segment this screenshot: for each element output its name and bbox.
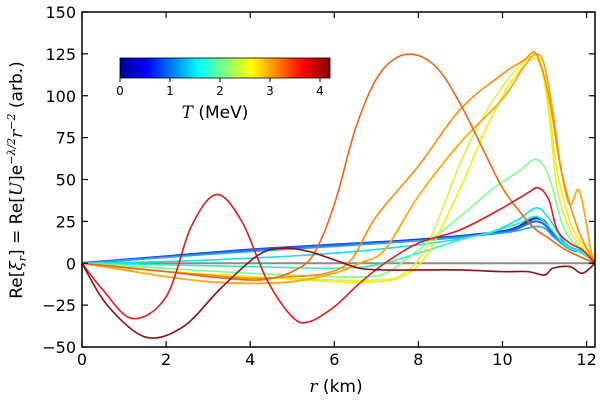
x-tick-label: 8 [413, 350, 423, 369]
series-line-7 [82, 56, 595, 284]
colorbar-tick-label: 1 [166, 84, 174, 98]
series-line-8 [82, 52, 595, 285]
y-tick-label: 150 [45, 3, 76, 22]
y-axis: −50 −25 0 25 50 75 100 125 150 [42, 3, 595, 357]
series-line-3 [82, 207, 595, 265]
colorbar-tick-label: 0 [116, 84, 124, 98]
y-tick-label: −50 [42, 338, 76, 357]
colorbar-ticks: 0 1 2 3 4 [116, 78, 324, 98]
x-tick-label: 12 [576, 350, 596, 369]
y-axis-label: Re[ξr] = Re[U]e−λ/2r−2 (arb.) [5, 61, 29, 299]
x-axis: 0 2 4 6 8 10 12 [77, 12, 597, 369]
x-axis-label: r (km) [309, 377, 362, 397]
series-group [82, 51, 595, 339]
series-line-5 [82, 158, 595, 278]
y-tick-label: 0 [66, 254, 76, 273]
series-line-4 [82, 215, 595, 270]
series-line-11 [82, 186, 595, 324]
series-line-1 [82, 220, 595, 265]
y-tick-label: 125 [45, 45, 76, 64]
y-tick-label: 50 [56, 171, 76, 190]
x-tick-label: 6 [329, 350, 339, 369]
colorbar-tick-label: 3 [266, 84, 274, 98]
x-tick-label: 4 [245, 350, 255, 369]
colorbar-gradient [119, 57, 331, 79]
x-tick-label: 2 [161, 350, 171, 369]
colorbar-tick-label: 2 [216, 84, 224, 98]
x-tick-label: 10 [492, 350, 512, 369]
colorbar-tick-label: 4 [316, 84, 324, 98]
y-tick-label: 25 [56, 212, 76, 231]
series-line-12 [82, 247, 595, 339]
x-tick-label: 0 [77, 350, 87, 369]
y-tick-label: −25 [42, 296, 76, 315]
series-line-10 [82, 53, 595, 281]
y-tick-label: 75 [56, 129, 76, 148]
colorbar-label: T (MeV) [182, 103, 249, 123]
colorbar: 0 1 2 3 4 T (MeV) [116, 57, 331, 123]
y-tick-label: 100 [45, 87, 76, 106]
